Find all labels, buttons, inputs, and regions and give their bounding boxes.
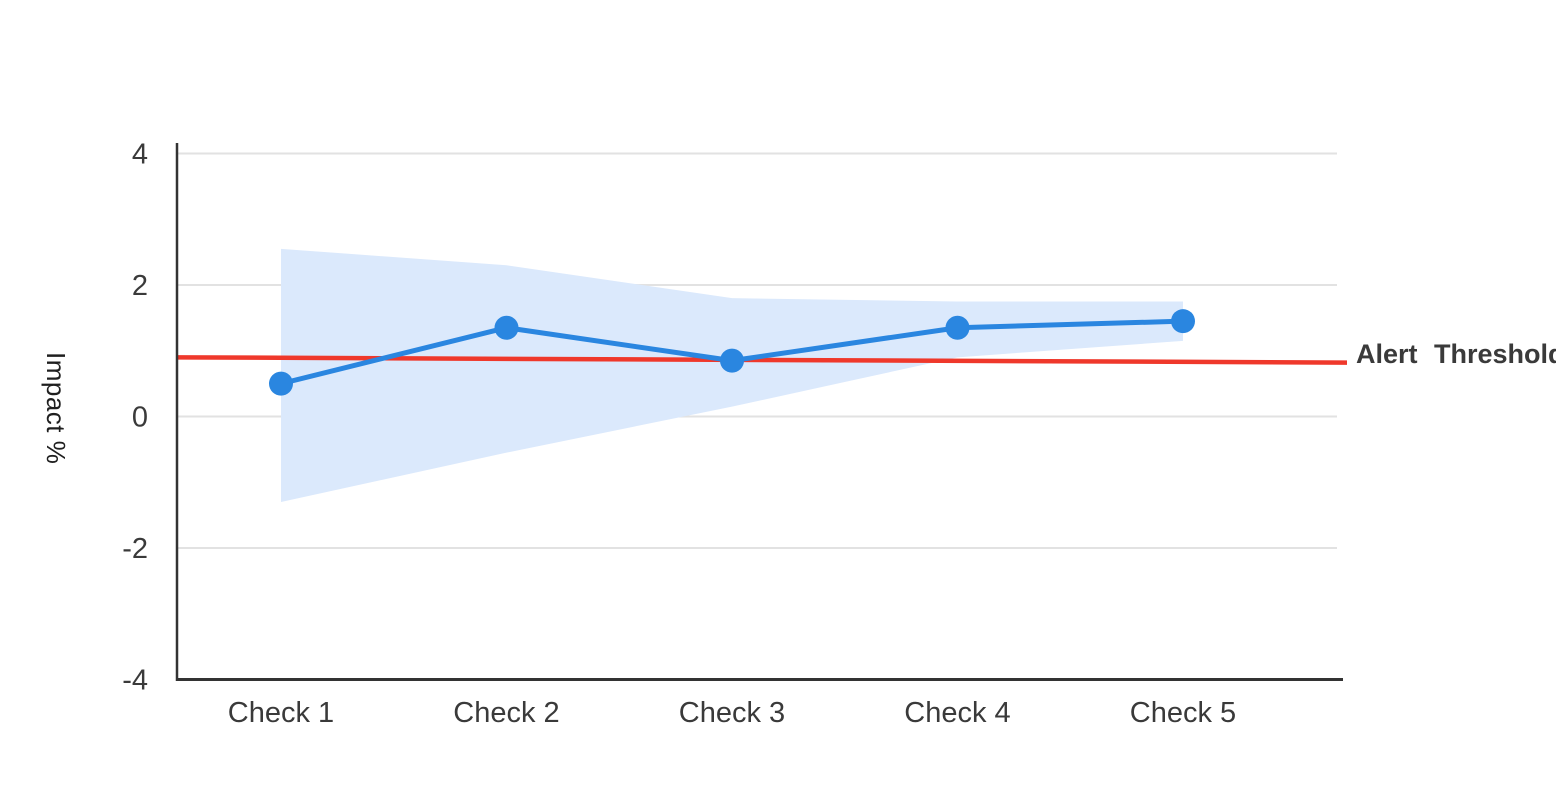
x-tick-label: Check 1	[228, 697, 334, 729]
data-point	[720, 348, 744, 373]
data-point	[269, 371, 293, 396]
x-tick-labels: Check 1 Check 2 Check 3 Check 4 Check 5	[228, 697, 1236, 729]
x-tick-label: Check 5	[1130, 697, 1236, 729]
y-tick-label: -4	[122, 665, 148, 697]
y-tick-label: 4	[132, 139, 148, 171]
data-point	[1171, 309, 1195, 334]
y-tick-labels: 4 2 0 -2 -4	[122, 139, 148, 697]
y-tick-label: -2	[122, 533, 148, 565]
y-tick-label: 2	[132, 270, 148, 302]
x-tick-label: Check 2	[453, 697, 559, 729]
data-point	[945, 315, 970, 340]
data-points	[269, 309, 1195, 396]
data-point	[494, 315, 519, 340]
threshold-line	[176, 355, 1348, 365]
confidence-band	[281, 248, 1183, 502]
threshold-label: Alert Threshold	[1356, 339, 1556, 369]
x-tick-label: Check 4	[904, 697, 1010, 729]
y-tick-label: 0	[132, 402, 148, 434]
x-tick-label: Check 3	[679, 697, 785, 729]
y-axis-title: Impact %	[41, 352, 71, 465]
